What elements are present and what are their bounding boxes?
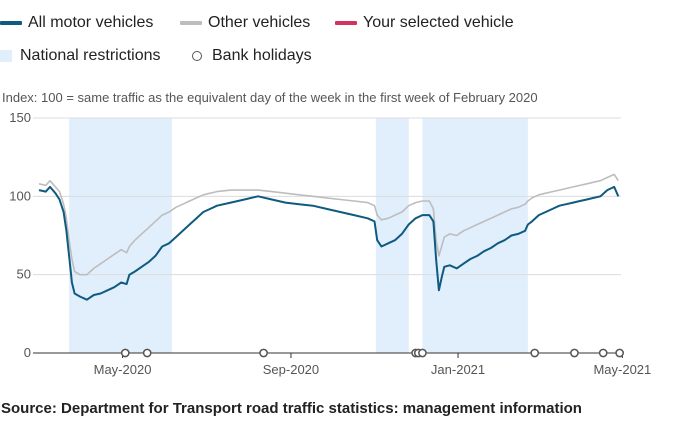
xtick-label-Sep-2020: Sep-2020 — [263, 362, 319, 377]
legend-label-selected: Your selected vehicle — [363, 14, 514, 31]
restriction-band-2 — [375, 118, 409, 353]
bank-holiday-marker-8 — [570, 348, 579, 358]
ytick-label-150: 150 — [9, 110, 31, 125]
legend-label-other: Other vehicles — [208, 14, 311, 31]
bank-holiday-marker-2 — [142, 348, 152, 358]
legend-label-holidays: Bank holidays — [212, 47, 312, 64]
legend-item-restrictions[interactable]: National restrictions — [0, 45, 161, 67]
bank-holiday-marker-3 — [259, 348, 268, 358]
xtick-label-Jan-2021: Jan-2021 — [431, 362, 485, 377]
bank-holiday-marker-6 — [418, 348, 427, 358]
ytick-label-0: 0 — [24, 345, 31, 360]
legend-item-holidays[interactable]: Bank holidays — [192, 45, 312, 67]
xtick-label-May-2020: May-2020 — [94, 362, 152, 377]
legend-label-restrictions: National restrictions — [20, 47, 161, 64]
bank-holiday-marker-9 — [598, 348, 608, 358]
ytick-label-50: 50 — [17, 267, 31, 282]
ytick-label-100: 100 — [9, 188, 31, 203]
restriction-band-1 — [69, 118, 172, 353]
all-motor-swatch — [0, 21, 22, 25]
legend-item-other[interactable]: Other vehicles — [180, 12, 310, 34]
chart-subtitle: Index: 100 = same traffic as the equival… — [2, 90, 538, 105]
legend-label-all-motor: All motor vehicles — [28, 14, 154, 31]
legend-row-2: National restrictions Bank holidays — [0, 45, 677, 67]
bank-holiday-marker-1 — [120, 348, 130, 358]
bank-holiday-marker-10 — [615, 348, 624, 358]
selected-swatch — [335, 21, 357, 25]
restrictions-swatch — [0, 50, 12, 62]
bank-holiday-marker-7 — [530, 348, 540, 358]
holiday-circle-icon — [192, 51, 202, 61]
legend-item-all-motor[interactable]: All motor vehicles — [0, 12, 153, 34]
legend-row-1: All motor vehicles Other vehicles Your s… — [0, 12, 677, 34]
series-line-other — [38, 173, 619, 276]
xtick-label-May-2021: May-2021 — [593, 362, 651, 377]
legend-item-selected[interactable]: Your selected vehicle — [335, 12, 514, 34]
source-note: Source: Department for Transport road tr… — [1, 400, 582, 417]
series-line-all-motor — [38, 185, 620, 301]
other-swatch — [180, 21, 202, 25]
